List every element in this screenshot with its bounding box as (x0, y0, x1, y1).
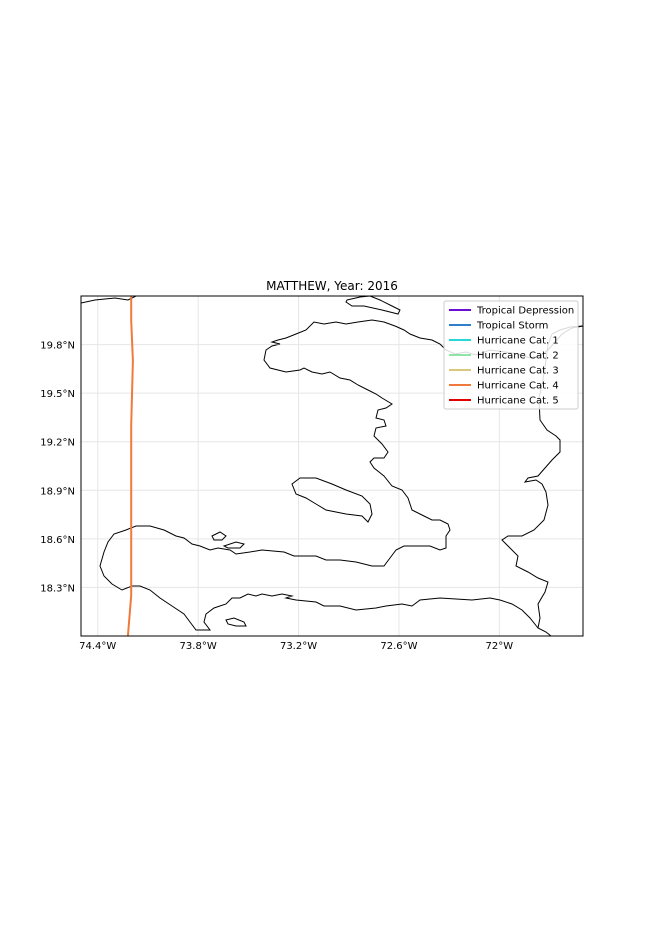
map-title: MATTHEW, Year: 2016 (266, 279, 398, 293)
y-tick-label: 19.5°N (40, 389, 75, 400)
coastline-haiti-north (99, 319, 583, 631)
coastline-cayemites (211, 531, 227, 541)
latitude-ticks: 19.8°N 19.5°N 19.2°N 18.9°N 18.6°N 18.3°N (40, 341, 75, 595)
x-tick-label: 74.4°W (79, 641, 116, 652)
map-frame (80, 295, 584, 637)
y-tick-label: 19.8°N (40, 341, 75, 352)
legend-label: Hurricane Cat. 2 (477, 351, 559, 362)
coastline-ile-a-vache (225, 617, 247, 627)
x-tick-label: 72.6°W (380, 641, 417, 652)
legend-label: Tropical Storm (476, 321, 548, 332)
legend-label: Hurricane Cat. 3 (477, 366, 559, 377)
storm-track (126, 296, 134, 636)
legend-box (443, 300, 579, 410)
legend-label: Tropical Depression (476, 306, 574, 317)
legend: Tropical Depression Tropical Storm Hurrica… (443, 300, 579, 410)
track-segment-cat4 (126, 296, 134, 636)
y-tick-label: 19.2°N (40, 438, 75, 449)
y-tick-label: 18.3°N (40, 583, 75, 594)
legend-label: Hurricane Cat. 5 (477, 396, 559, 407)
coastline-islet (222, 541, 245, 549)
y-tick-label: 18.9°N (40, 486, 75, 497)
x-tick-label: 72°W (486, 641, 514, 652)
x-tick-label: 73.8°W (180, 641, 217, 652)
coastline-gonave (291, 477, 373, 523)
graticule (81, 296, 583, 636)
y-tick-label: 18.6°N (40, 535, 75, 546)
longitude-ticks: 74.4°W 73.8°W 73.2°W 72.6°W 72°W (79, 641, 513, 652)
coastline-tortuga (345, 296, 401, 315)
x-tick-label: 73.2°W (280, 641, 317, 652)
legend-label: Hurricane Cat. 4 (477, 381, 559, 392)
legend-label: Hurricane Cat. 1 (477, 336, 559, 347)
